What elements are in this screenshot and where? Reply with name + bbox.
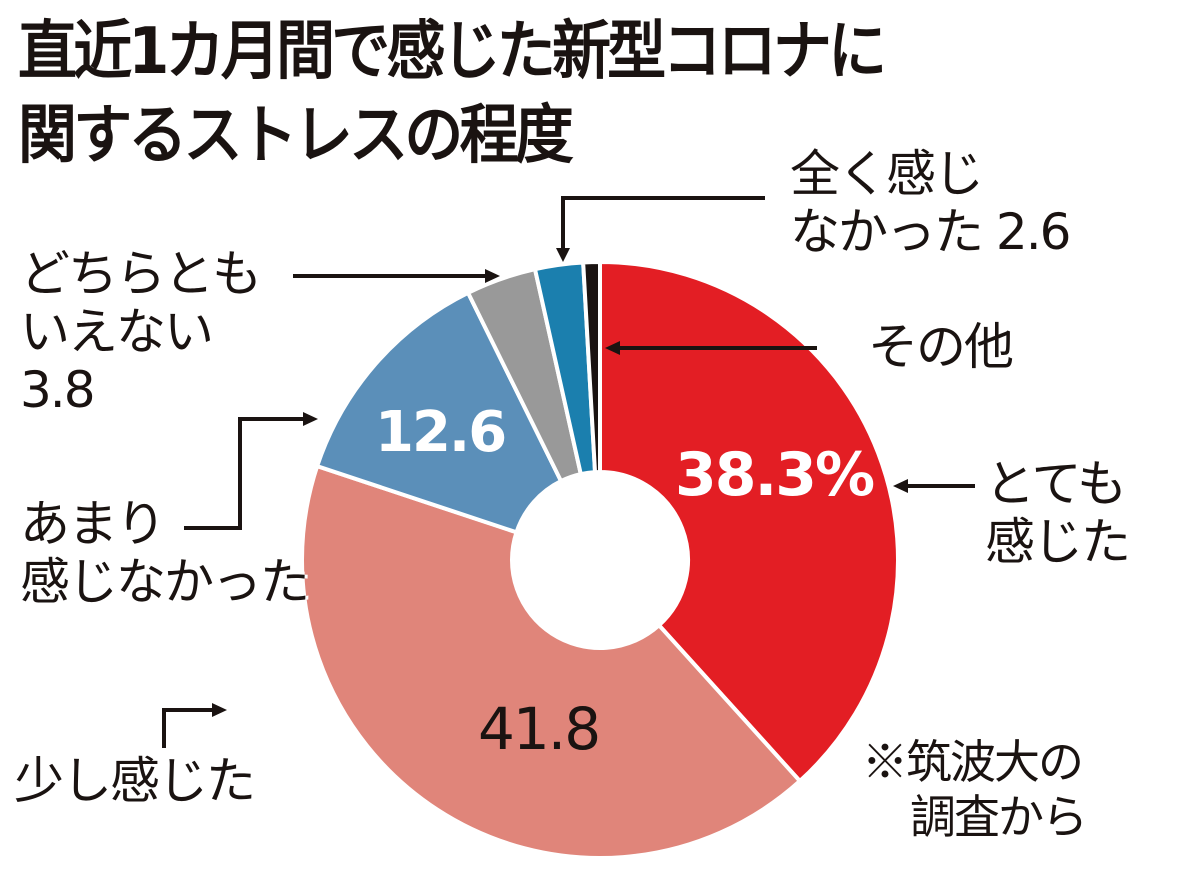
- arrow-icon: [556, 248, 570, 262]
- value-little: 41.8: [478, 695, 601, 763]
- chart-title-line1: 直近1カ月間で感じた新型コロナに: [18, 15, 887, 89]
- label-very-line2: 感じた: [985, 513, 1131, 571]
- source-line1: ※筑波大の: [862, 735, 1084, 789]
- arrow-heads: [212, 248, 908, 717]
- label-other: その他: [868, 318, 1014, 376]
- label-little: 少し感じた: [14, 752, 256, 810]
- arrow-icon: [485, 269, 500, 283]
- label-neither-line1: どちらとも: [20, 245, 262, 303]
- slice-other: [581, 259, 602, 475]
- label-very-line1: とても: [985, 455, 1127, 513]
- arrow-icon: [893, 479, 908, 493]
- label-not-much-line1: あまり: [20, 495, 166, 553]
- leader-lines: [162, 196, 975, 748]
- donut-slices: [300, 259, 900, 860]
- source-line2: 調査から: [910, 790, 1088, 845]
- leader-none: [561, 196, 765, 252]
- label-neither-line3: 3.8: [20, 361, 96, 419]
- slice-little: [300, 463, 803, 860]
- leader-little: [162, 708, 215, 748]
- leader-not-much: [184, 417, 305, 530]
- label-none-line1: 全く感じ: [790, 145, 984, 203]
- slice-very: [598, 259, 900, 784]
- label-none-line2: なかった 2.6: [790, 203, 1071, 261]
- label-neither-line2: いえない: [20, 303, 214, 361]
- arrow-icon: [605, 341, 620, 355]
- label-not-much-line2: 感じなかった: [20, 553, 310, 611]
- slice-not-much: [314, 290, 564, 535]
- label-neither: どちらとも いえない 3.8: [20, 245, 262, 419]
- value-not-much: 12.6: [375, 400, 507, 465]
- arrow-icon: [303, 412, 318, 426]
- chart-title-line2: 関するストレスの程度: [18, 99, 574, 173]
- label-not-much: あまり 感じなかった: [20, 495, 310, 611]
- label-very: とても 感じた: [985, 455, 1131, 571]
- label-none: 全く感じ なかった 2.6: [790, 145, 1071, 261]
- source-note: ※筑波大の 調査から: [862, 735, 1088, 845]
- arrow-icon: [212, 703, 227, 717]
- value-very: 38.3%: [675, 440, 875, 510]
